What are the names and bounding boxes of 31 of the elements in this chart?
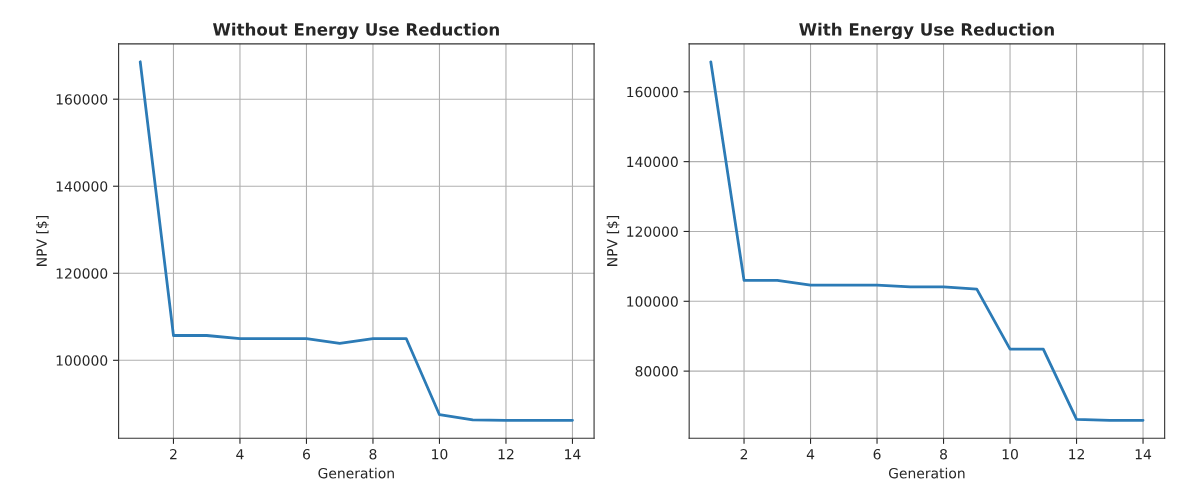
x-tick-label: 12 [1069, 448, 1084, 460]
y-tick-label: 100000 [56, 355, 108, 366]
x-tick-label: 10 [1002, 448, 1018, 460]
x-tick-label: 6 [303, 448, 311, 460]
x-tick-label: 2 [740, 448, 748, 460]
x-tick-label: 2 [170, 448, 177, 460]
y-tick-label: 100000 [627, 296, 678, 307]
x-axis-title: Generation [318, 467, 394, 479]
chart-title: Without Energy Use Reduction [212, 22, 499, 40]
x-tick-label: 4 [236, 449, 244, 460]
x-tick-label: 4 [806, 449, 815, 460]
y-axis-title: NPV [$] [36, 216, 49, 266]
y-tick-label: 80000 [635, 366, 678, 377]
x-tick-label: 12 [498, 448, 514, 460]
x-tick-label: 10 [432, 448, 448, 460]
line-series [138, 60, 574, 422]
x-tick-label: 8 [369, 448, 377, 460]
y-axis-title: NPV [$] [606, 216, 620, 266]
y-tick-label: 140000 [627, 156, 678, 168]
line-series [709, 60, 1145, 422]
y-tick-label: 120000 [56, 268, 108, 279]
x-axis-title: Generation [888, 467, 965, 479]
y-tick-label: 120000 [627, 226, 678, 237]
x-tick-label: 14 [1135, 449, 1152, 460]
chart-title: With Energy Use Reduction [799, 22, 1054, 40]
y-tick-label: 140000 [56, 181, 108, 192]
x-tick-label: 14 [565, 449, 581, 460]
y-tick-label: 160000 [56, 94, 108, 105]
x-tick-label: 8 [940, 448, 948, 460]
y-tick-label: 160000 [627, 86, 678, 98]
x-tick-label: 6 [873, 448, 881, 460]
